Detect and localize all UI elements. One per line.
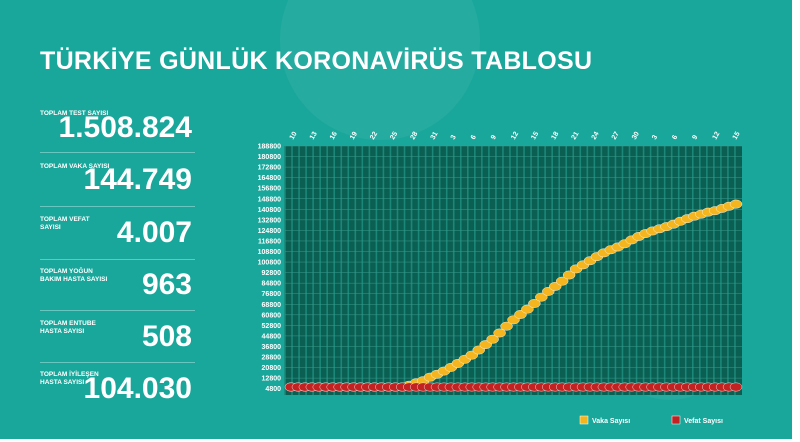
stat-recovered: TOPLAM İYİLEŞEN HASTA SAYISI 104.030 [40, 371, 200, 411]
stat-value: 508 [141, 320, 192, 353]
y-tick-label: 124800 [258, 228, 281, 235]
stat-divider [40, 362, 195, 363]
x-tick-label: 24 [591, 131, 601, 141]
page-title: TÜRKİYE GÜNLÜK KORONAVİRÜS TABLOSU [40, 47, 593, 75]
stat-intubated: TOPLAM ENTUBE HASTA SAYISI 508 [40, 320, 200, 360]
x-tick-label: 21 [571, 131, 581, 141]
x-tick-label: 3 [651, 134, 659, 141]
case-point [535, 292, 548, 302]
y-tick-label: 84800 [262, 281, 282, 288]
y-tick-label: 100800 [258, 260, 281, 267]
stat-divider [40, 206, 195, 207]
stat-icu: TOPLAM YOĞUN BAKIM HASTA SAYISI 963 [40, 268, 200, 308]
stat-divider [40, 310, 195, 311]
stat-label: TOPLAM VAKA SAYISI [40, 163, 110, 170]
y-tick-label: 76800 [262, 291, 282, 298]
frame-border [0, 439, 800, 442]
legend-label: Vaka Sayısı [592, 418, 630, 425]
stat-test: TOPLAM TEST SAYISI 1.508.824 [40, 110, 200, 150]
stat-label: TOPLAM ENTUBE HASTA SAYISI [40, 320, 96, 335]
y-tick-label: 132800 [258, 217, 281, 224]
x-tick-label: 3 [450, 134, 458, 141]
stat-divider [40, 152, 195, 153]
y-tick-label: 140800 [258, 207, 281, 214]
legend-swatch [671, 415, 681, 425]
stat-deaths: TOPLAM VEFAT SAYISI 4.007 [40, 216, 200, 256]
x-tick-label: 10 [289, 131, 299, 141]
y-tick-label: 156800 [258, 186, 281, 193]
y-tick-label: 92800 [262, 270, 282, 277]
x-tick-label: 12 [510, 131, 520, 141]
x-tick-label: 28 [409, 131, 419, 141]
y-tick-label: 44800 [262, 333, 282, 340]
x-tick-label: 27 [611, 131, 621, 141]
case-point [486, 334, 499, 344]
frame-border [792, 0, 800, 442]
y-tick-label: 164800 [258, 175, 281, 182]
y-tick-label: 68800 [262, 302, 282, 309]
stat-value: 104.030 [83, 372, 192, 405]
x-tick-label: 6 [470, 134, 478, 141]
x-tick-label: 13 [309, 131, 319, 141]
y-tick-label: 4800 [265, 386, 281, 393]
y-tick-label: 52800 [262, 323, 282, 330]
y-tick-label: 36800 [262, 344, 282, 351]
stat-value: 4.007 [116, 216, 192, 249]
case-point [500, 321, 513, 331]
y-tick-label: 60800 [262, 312, 282, 319]
x-tick-label: 22 [369, 131, 379, 141]
y-tick-label: 20800 [262, 365, 282, 372]
y-tick-label: 188800 [258, 144, 281, 151]
stat-label: TOPLAM TEST SAYISI [40, 110, 109, 117]
stat-value: 963 [141, 268, 192, 301]
legend-swatch [579, 415, 589, 425]
y-tick-label: 148800 [258, 196, 281, 203]
stat-value: 144.749 [83, 163, 192, 196]
x-tick-label: 25 [389, 131, 399, 141]
x-tick-label: 15 [530, 131, 540, 141]
case-point [521, 304, 534, 314]
stat-value: 1.508.824 [58, 111, 192, 144]
y-tick-label: 108800 [258, 249, 281, 256]
plot-area [285, 146, 742, 395]
x-tick-label: 12 [712, 131, 722, 141]
x-tick-label: 31 [430, 131, 440, 141]
x-tick-label: 19 [349, 131, 359, 141]
stat-label: TOPLAM VEFAT SAYISI [40, 216, 90, 231]
legend-label: Vefat Sayısı [684, 418, 723, 425]
y-tick-label: 172800 [258, 165, 281, 172]
case-point [729, 199, 743, 209]
stat-label: TOPLAM YOĞUN BAKIM HASTA SAYISI [40, 268, 108, 283]
x-tick-label: 9 [490, 134, 498, 141]
case-point [562, 270, 576, 280]
case-point [555, 276, 569, 286]
x-tick-label: 16 [329, 131, 339, 141]
death-point [729, 382, 743, 392]
y-tick-label: 12800 [262, 376, 282, 383]
y-tick-label: 28800 [262, 355, 282, 362]
stat-cases: TOPLAM VAKA SAYISI 144.749 [40, 163, 200, 203]
x-tick-label: 6 [671, 134, 679, 141]
case-point [528, 299, 541, 308]
x-tick-label: 18 [550, 131, 560, 141]
stat-divider [40, 259, 195, 260]
y-tick-label: 180800 [258, 154, 281, 161]
x-tick-label: 30 [631, 131, 641, 141]
case-point [493, 328, 506, 338]
x-tick-label: 9 [691, 134, 699, 141]
y-tick-label: 116800 [258, 238, 281, 245]
stat-label: TOPLAM İYİLEŞEN HASTA SAYISI [40, 371, 99, 386]
x-tick-label: 15 [732, 131, 742, 141]
